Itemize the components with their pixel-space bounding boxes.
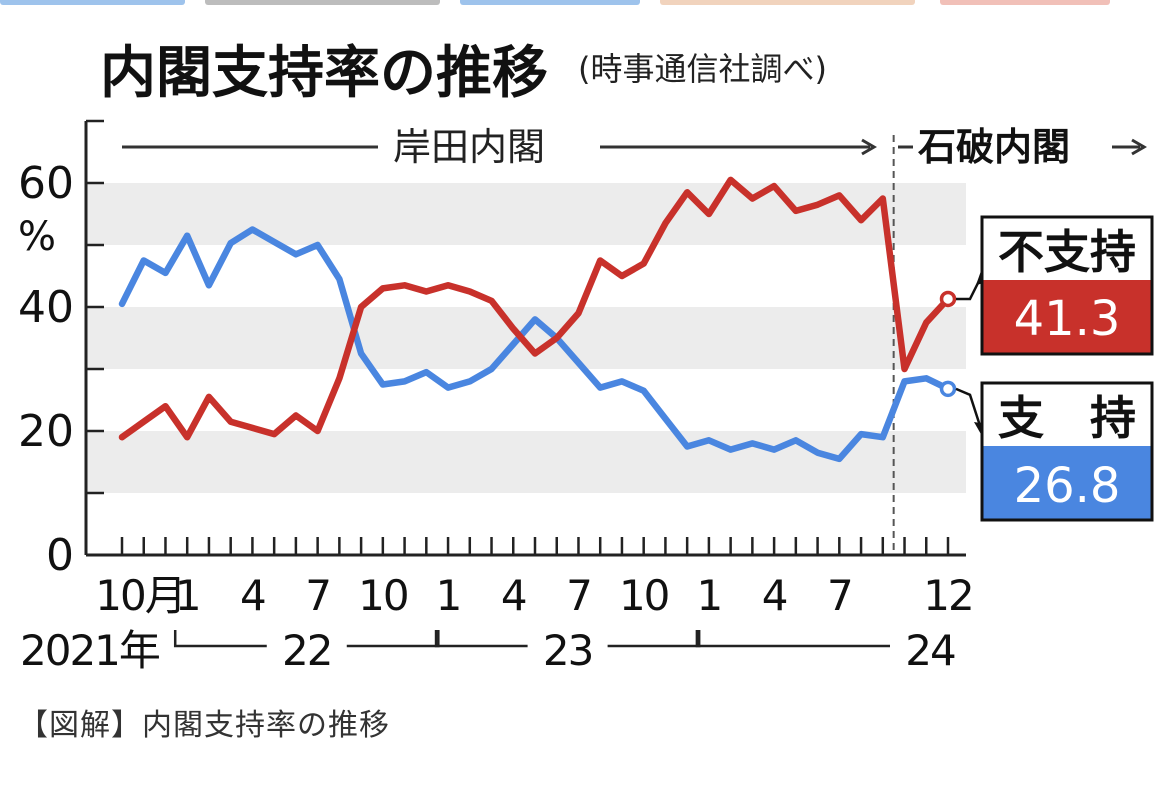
y-tick-label: 60 bbox=[18, 158, 74, 209]
disapprove-legend: 不支持 41.3 bbox=[980, 215, 1154, 356]
year-labels: 2021年 22 23 24 bbox=[20, 626, 957, 675]
x-tick-label: 12 bbox=[923, 571, 972, 620]
disapprove-latest-value: 41.3 bbox=[1014, 291, 1121, 347]
grid-band bbox=[86, 307, 966, 369]
x-tick-label: 10月 bbox=[95, 571, 184, 620]
disapprove-connector bbox=[956, 274, 984, 301]
ishiba-period-indicator: 石破内閣 bbox=[898, 125, 1147, 169]
grid-band bbox=[86, 183, 966, 245]
x-tick-label: 7 bbox=[305, 571, 330, 620]
year-bracket bbox=[173, 630, 267, 648]
grid-band bbox=[86, 431, 966, 493]
figure-caption: 【図解】内閣支持率の推移 bbox=[18, 708, 390, 743]
approve-connector bbox=[955, 387, 984, 433]
year-label: 24 bbox=[905, 626, 955, 675]
approve-label: 支 持 bbox=[998, 391, 1136, 445]
year-bracket bbox=[695, 630, 890, 648]
kishida-cabinet-label: 岸田内閣 bbox=[393, 125, 545, 169]
year-label: 22 bbox=[282, 626, 331, 675]
year-bracket bbox=[434, 630, 528, 648]
x-tick-label: 1 bbox=[436, 571, 461, 620]
disapprove-label: 不支持 bbox=[998, 225, 1136, 279]
year-label: 2021年 bbox=[20, 626, 160, 675]
disapprove-value-box bbox=[983, 280, 1151, 353]
y-tick-label: 20 bbox=[18, 406, 74, 457]
disapprove-end-marker bbox=[939, 290, 957, 308]
y-tick-label: 40 bbox=[18, 282, 74, 333]
x-tick-label: 10 bbox=[358, 571, 407, 620]
data-series bbox=[118, 176, 957, 463]
chart-subtitle: (時事通信社調べ) bbox=[578, 50, 827, 88]
approve-value-box bbox=[983, 446, 1151, 519]
x-tick-label: 4 bbox=[501, 571, 526, 620]
x-tick-label: 10 bbox=[619, 571, 668, 620]
y-unit-label: % bbox=[18, 214, 56, 260]
approve-end-marker bbox=[939, 380, 957, 398]
axes bbox=[84, 119, 966, 557]
top-color-strip bbox=[0, 0, 1170, 6]
year-bracket bbox=[607, 630, 701, 648]
x-tick-label: 7 bbox=[827, 571, 852, 620]
x-tick-label: 4 bbox=[240, 571, 265, 620]
kishida-period-indicator: 岸田内閣 bbox=[122, 125, 877, 169]
year-label: 23 bbox=[543, 626, 592, 675]
approve-line bbox=[118, 226, 952, 463]
chart-title: 内閣支持率の推移 bbox=[100, 41, 548, 106]
x-tick-label: 4 bbox=[762, 571, 787, 620]
x-tick-label: 1 bbox=[697, 571, 722, 620]
ishiba-arrow-icon bbox=[1131, 138, 1147, 156]
ishiba-cabinet-label: 石破内閣 bbox=[918, 125, 1070, 169]
x-tick-label: 7 bbox=[566, 571, 591, 620]
year-bracket bbox=[346, 630, 440, 648]
approve-legend: 支 持 26.8 bbox=[980, 381, 1154, 522]
y-tick-label: 0 bbox=[46, 530, 74, 581]
x-tick-label: 1 bbox=[175, 571, 200, 620]
approve-latest-value: 26.8 bbox=[1014, 458, 1121, 514]
grid-bands bbox=[86, 183, 966, 493]
kishida-arrow-icon bbox=[861, 138, 877, 156]
disapprove-line bbox=[118, 176, 952, 441]
y-tick-labels: 0 20 40 60 bbox=[18, 158, 74, 581]
